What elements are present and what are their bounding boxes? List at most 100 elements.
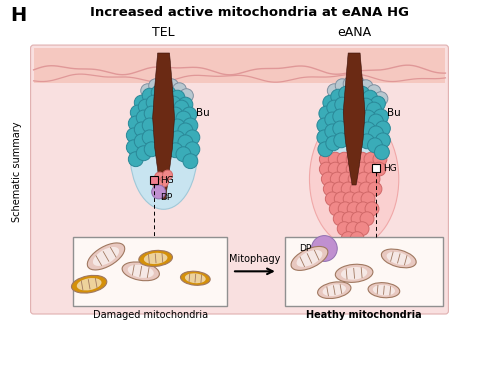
Circle shape <box>368 126 383 141</box>
Circle shape <box>176 111 191 126</box>
FancyBboxPatch shape <box>34 48 445 83</box>
Circle shape <box>162 170 172 180</box>
Circle shape <box>339 86 354 101</box>
Circle shape <box>368 182 382 196</box>
Text: DP: DP <box>160 193 173 202</box>
Circle shape <box>142 130 157 145</box>
Circle shape <box>152 185 166 199</box>
Circle shape <box>347 202 361 216</box>
Circle shape <box>144 106 159 121</box>
Circle shape <box>317 118 332 133</box>
Circle shape <box>350 232 364 246</box>
Circle shape <box>172 83 186 97</box>
Circle shape <box>337 222 351 236</box>
Circle shape <box>178 97 193 112</box>
Circle shape <box>351 77 365 91</box>
Circle shape <box>334 192 348 206</box>
Text: Mitophagy: Mitophagy <box>229 254 281 264</box>
Ellipse shape <box>128 265 154 278</box>
Circle shape <box>333 212 347 226</box>
Ellipse shape <box>144 253 168 264</box>
Ellipse shape <box>130 95 197 209</box>
Text: TEL: TEL <box>152 26 175 39</box>
Ellipse shape <box>185 273 205 283</box>
Circle shape <box>159 177 169 187</box>
Circle shape <box>328 162 342 176</box>
Circle shape <box>333 121 348 136</box>
Circle shape <box>137 146 151 161</box>
Circle shape <box>317 130 332 145</box>
Circle shape <box>321 172 335 186</box>
Ellipse shape <box>71 275 107 293</box>
Circle shape <box>335 97 350 112</box>
Circle shape <box>183 154 198 168</box>
Circle shape <box>311 236 337 261</box>
Circle shape <box>352 192 366 206</box>
Circle shape <box>334 133 349 148</box>
Circle shape <box>319 152 333 166</box>
Ellipse shape <box>139 250 172 266</box>
Circle shape <box>138 99 153 114</box>
Circle shape <box>157 77 171 91</box>
FancyBboxPatch shape <box>31 45 448 314</box>
Circle shape <box>354 86 369 101</box>
Circle shape <box>165 79 179 93</box>
Circle shape <box>355 162 369 176</box>
Circle shape <box>146 95 161 110</box>
Circle shape <box>148 79 162 93</box>
Circle shape <box>328 152 342 166</box>
Circle shape <box>170 119 185 134</box>
Circle shape <box>347 85 362 100</box>
Circle shape <box>364 162 378 176</box>
Circle shape <box>134 95 149 110</box>
Circle shape <box>325 112 340 127</box>
Circle shape <box>372 162 386 176</box>
Circle shape <box>168 107 183 122</box>
Circle shape <box>348 172 362 186</box>
Circle shape <box>142 118 157 133</box>
Circle shape <box>361 110 376 125</box>
Bar <box>285 237 444 306</box>
Bar <box>149 176 158 184</box>
Circle shape <box>319 106 334 121</box>
Circle shape <box>128 152 143 167</box>
Circle shape <box>168 143 183 158</box>
Circle shape <box>365 202 379 216</box>
Bar <box>73 237 227 306</box>
Circle shape <box>363 90 377 105</box>
Circle shape <box>368 114 383 129</box>
Circle shape <box>346 222 360 236</box>
Circle shape <box>361 122 376 137</box>
Ellipse shape <box>368 283 400 298</box>
Circle shape <box>341 182 355 196</box>
Circle shape <box>338 202 352 216</box>
Circle shape <box>178 123 193 138</box>
Text: Increased active mitochondria at eANA HG: Increased active mitochondria at eANA HG <box>91 6 410 19</box>
Circle shape <box>356 202 370 216</box>
Circle shape <box>166 96 181 111</box>
Circle shape <box>161 86 176 101</box>
Circle shape <box>361 192 375 206</box>
Text: Bu: Bu <box>387 108 400 117</box>
Circle shape <box>339 172 353 186</box>
Text: H: H <box>10 6 26 25</box>
Circle shape <box>185 130 200 145</box>
Ellipse shape <box>291 247 328 270</box>
Circle shape <box>126 140 141 155</box>
Circle shape <box>366 102 381 117</box>
Circle shape <box>326 136 341 151</box>
Circle shape <box>343 77 357 91</box>
Circle shape <box>367 138 382 153</box>
Ellipse shape <box>341 267 367 280</box>
Ellipse shape <box>335 264 373 282</box>
Text: HG: HG <box>383 164 397 172</box>
Circle shape <box>350 182 364 196</box>
Circle shape <box>359 182 373 196</box>
Circle shape <box>355 222 369 236</box>
Circle shape <box>359 80 373 94</box>
Ellipse shape <box>373 285 395 295</box>
Circle shape <box>376 121 390 136</box>
Circle shape <box>153 179 162 189</box>
Circle shape <box>360 212 374 226</box>
Text: DP: DP <box>299 244 312 253</box>
